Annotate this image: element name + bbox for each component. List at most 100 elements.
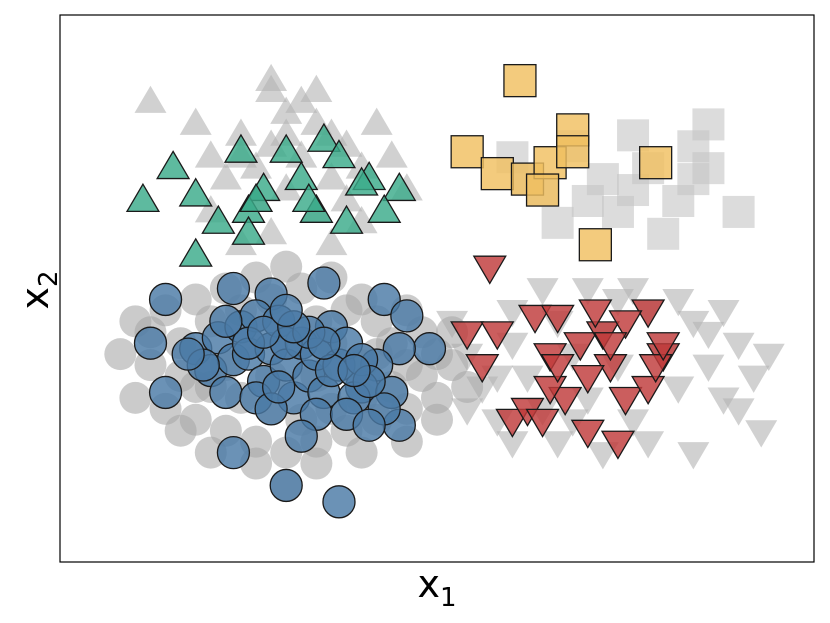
data-point-triangle-up [367,193,402,223]
data-point-triangle-down [593,332,628,362]
data-point-triangle-up [178,237,213,267]
background-point-triangle-down [496,332,529,360]
data-point-triangle-up [321,139,357,169]
background-point-triangle-down [662,376,695,404]
background-point-triangle-up [315,227,348,256]
data-point-circle [367,282,401,317]
background-point-triangle-down [617,409,649,437]
background-point-circle [451,370,484,403]
background-point-triangle-up [315,162,348,190]
background-point-circle [119,381,152,414]
data-point-circle [148,282,183,317]
background-point-triangle-up [360,107,393,135]
data-point-triangle-up [269,133,304,163]
data-point-square [639,146,673,180]
background-point-triangle-down [707,299,740,328]
data-point-triangle-down [563,332,598,362]
data-point-circle [352,408,386,442]
background-point-triangle-down [481,365,514,393]
background-point-triangle-down [526,278,559,306]
background-point-triangle-up [330,184,363,212]
background-point-triangle-down [692,321,725,350]
background-point-triangle-down [752,343,785,371]
data-point-circle [284,419,318,453]
background-point-triangle-down [571,387,604,415]
data-point-square [480,156,514,191]
data-point-triangle-up [201,204,236,234]
data-point-triangle-down [548,386,583,416]
background-point-triangle-down [722,398,755,426]
background-point-square [617,119,650,152]
background-point-circle [194,436,227,469]
background-point-triangle-up [194,140,227,168]
data-point-triangle-down [517,304,553,334]
background-point-circle [300,447,333,480]
data-point-triangle-down [638,354,673,384]
data-point-circle [307,266,341,300]
background-point-triangle-down [745,420,778,448]
data-point-triangle-down [533,375,568,406]
background-point-circle [421,403,453,436]
data-point-triangle-up [178,177,213,207]
data-point-triangle-up [306,122,341,152]
background-point-triangle-up [209,162,242,190]
background-point-triangle-down [722,332,755,360]
data-point-square [450,135,484,169]
data-point-triangle-down [646,332,681,362]
background-point-triangle-up [225,118,257,146]
background-point-square [617,174,650,207]
data-point-triangle-down [600,430,636,460]
data-point-triangle-down [525,408,560,438]
background-point-triangle-down [707,387,740,415]
data-point-circle [171,337,205,371]
background-point-triangle-down [632,431,665,459]
data-point-circle [209,375,243,410]
background-point-triangle-down [677,442,710,470]
background-point-triangle-up [134,85,167,113]
data-point-triangle-down [631,375,666,406]
background-point-triangle-down [451,398,484,426]
data-point-triangle-up [291,182,326,213]
background-point-triangle-up [255,63,288,92]
data-point-circle [148,375,183,410]
background-point-triangle-up [179,107,212,135]
background-point-triangle-down [511,365,544,393]
data-point-triangle-down [495,408,530,438]
data-point-triangle-down [608,310,643,340]
data-point-circle [133,326,168,360]
y-axis-label: x2 [13,270,64,309]
background-point-triangle-down [602,289,634,317]
data-point-triangle-down [570,364,605,395]
data-point-triangle-up [344,166,379,196]
data-point-triangle-down [578,299,613,329]
data-point-triangle-up [125,182,161,213]
data-point-triangle-up [231,215,266,245]
data-point-square [556,135,590,169]
data-point-triangle-up [284,161,319,191]
foreground-points [125,63,681,519]
data-point-circle [269,468,303,503]
background-point-circle [345,436,378,469]
data-point-circle [269,293,303,328]
background-point-circle [164,414,197,447]
background-point-triangle-down [496,431,529,459]
background-point-triangle-down [571,278,604,306]
data-point-triangle-down [540,354,575,384]
background-point-triangle-up [285,85,318,113]
background-point-triangle-down [662,289,695,317]
data-point-triangle-down [608,386,643,416]
data-point-triangle-up [238,182,274,213]
background-point-triangle-up [255,217,288,245]
background-point-square [692,108,725,141]
background-points [104,63,785,502]
data-point-circle [216,271,251,306]
background-point-square [677,163,710,196]
data-point-circle [307,326,341,360]
background-point-triangle-down [541,431,574,459]
data-point-triangle-up [156,150,191,180]
background-point-triangle-up [270,118,303,146]
data-point-circle [262,370,296,404]
background-point-triangle-down [737,365,770,393]
background-point-circle [104,338,137,371]
